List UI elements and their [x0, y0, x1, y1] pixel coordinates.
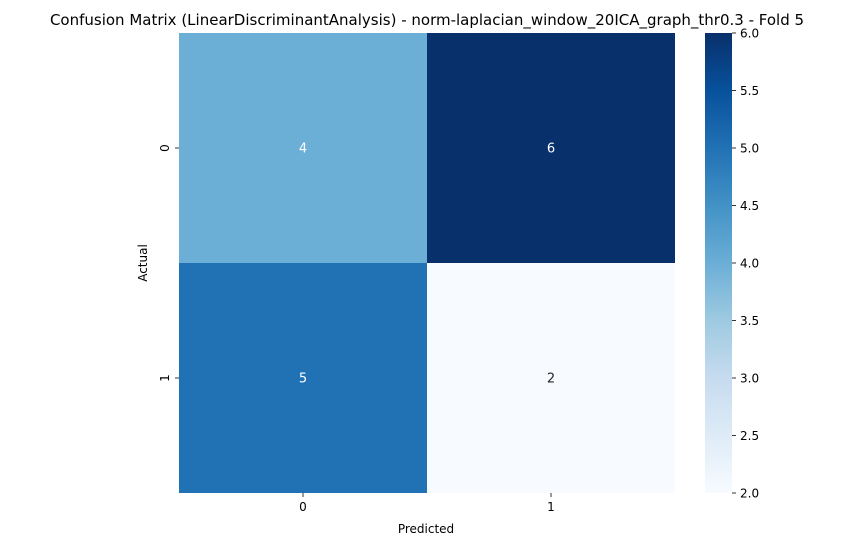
cell-label-r0-c0: 4 — [299, 142, 307, 157]
colorbar-tick-label-1: 2.5 — [740, 429, 759, 443]
heatmap-cell-r0-c1 — [427, 33, 675, 263]
x-axis-label: Predicted — [398, 522, 454, 536]
cell-label-r1-c0: 5 — [299, 372, 307, 387]
colorbar — [705, 33, 732, 493]
heatmap-cell-labels: 4 6 5 2 — [299, 142, 555, 387]
colorbar-tick-label-7: 5.5 — [740, 84, 759, 98]
y-tick-label-0: 0 — [158, 144, 172, 152]
colorbar-tick-label-8: 6.0 — [740, 27, 759, 41]
colorbar-tick-label-6: 5.0 — [740, 142, 759, 156]
colorbar-tick-label-0: 2.0 — [740, 487, 759, 501]
chart-title: Confusion Matrix (LinearDiscriminantAnal… — [50, 11, 804, 30]
y-axis-label: Actual — [136, 244, 150, 282]
y-tick-label-1: 1 — [158, 374, 172, 382]
y-axis-ticks: 01 — [158, 144, 179, 382]
heatmap-cell-r1-c1 — [427, 263, 675, 493]
heatmap-cells — [179, 33, 675, 493]
colorbar-ticks: 2.0 2.5 3.0 3.5 4.0 4.5 5.0 5.5 6.0 — [732, 27, 759, 501]
heatmap-cell-r1-c0 — [179, 263, 427, 493]
cell-label-r1-c1: 2 — [547, 372, 555, 387]
x-tick-label-0: 0 — [299, 500, 307, 514]
heatmap-cell-r0-c0 — [179, 33, 427, 263]
colorbar-tick-label-3: 3.5 — [740, 314, 759, 328]
cell-label-r0-c1: 6 — [547, 142, 555, 157]
colorbar-tick-label-2: 3.0 — [740, 372, 759, 386]
x-tick-label-1: 1 — [547, 500, 555, 514]
colorbar-tick-label-5: 4.5 — [740, 199, 759, 213]
colorbar-tick-label-4: 4.0 — [740, 257, 759, 271]
